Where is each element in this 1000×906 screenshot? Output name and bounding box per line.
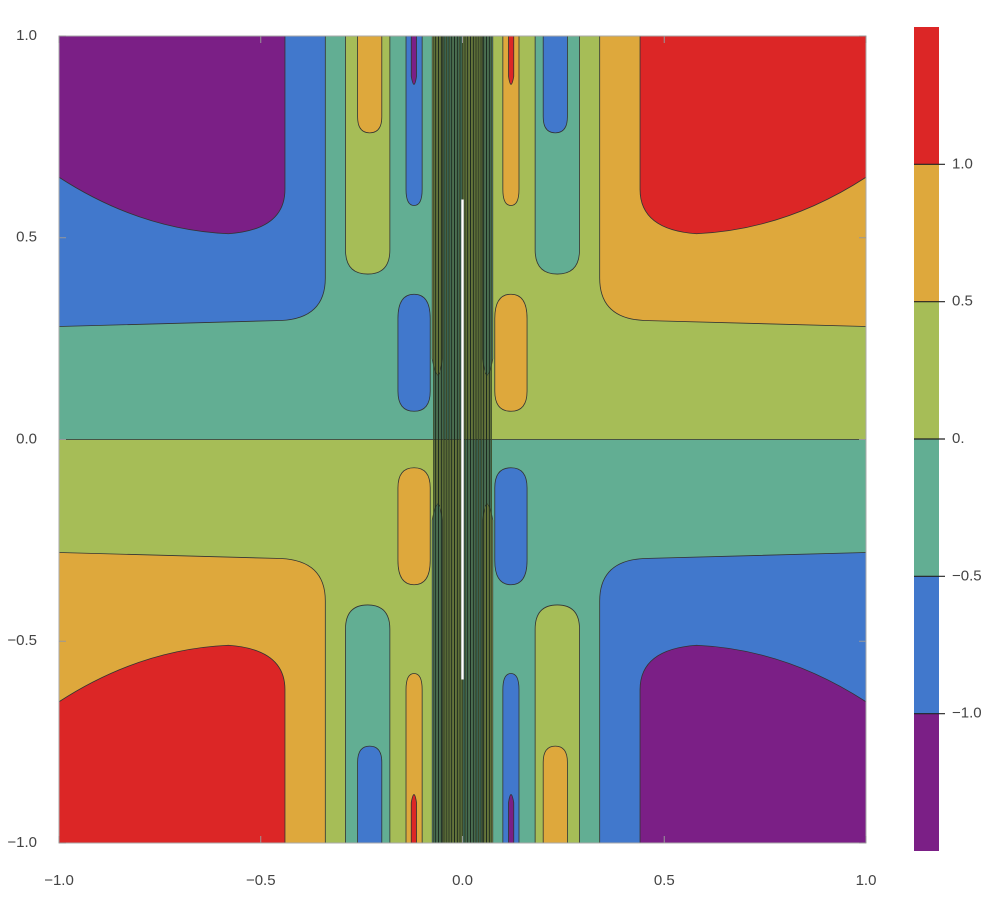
contour-line [432,504,442,843]
colorbar-tick-label: −0.5 [952,567,982,584]
contour-region [508,36,514,85]
quadrant [59,36,463,440]
x-tick-label: 0.0 [452,872,473,889]
colorbar-band [914,439,939,577]
contour-line [535,605,579,843]
contour-line [59,36,285,234]
colorbar-band [914,27,939,165]
contour-line [398,468,430,585]
contour-line [600,36,866,327]
contour-region [357,36,382,133]
contour-line [495,294,527,411]
contour-line [432,36,442,375]
contour-line [358,746,382,843]
colorbar-tick-label: 0. [952,430,965,447]
y-tick-label: −0.5 [7,632,37,649]
y-tick-label: 0.0 [16,430,37,447]
contour-region [502,673,519,843]
x-tick-label: 0.5 [654,872,675,889]
contour-line [398,294,430,411]
contour-line [543,746,567,843]
colorbar-tick-label: 0.5 [952,293,973,310]
contour-region [640,645,866,843]
contour-plot [59,36,866,843]
contour-line [483,504,493,843]
contour-line [495,468,527,585]
contour-line [483,36,493,375]
contour-line [411,36,416,84]
contour-line [543,36,567,133]
contour-region [508,794,514,843]
x-tick-label: 1.0 [856,872,877,889]
contour-region [494,294,528,412]
contour-line [411,795,416,843]
contour-line [503,36,519,205]
contour-line [406,674,422,843]
quadrant [59,440,463,843]
x-tick-label: −0.5 [246,872,276,889]
quadrant [463,36,866,440]
contour-region [411,36,417,85]
colorbar-tick-label: −1.0 [952,705,982,722]
contour-region [397,467,431,585]
contour-region [411,794,417,843]
contour-line [640,645,866,843]
contour-line [345,36,389,274]
contour-region [397,294,431,412]
colorbar-band [914,301,939,439]
contour-region [406,36,423,206]
contour-line [503,674,519,843]
contour-line [59,645,285,843]
contour-line [508,795,513,843]
contour-region [494,467,528,585]
colorbar-band [914,713,939,851]
colorbar-band [914,576,939,714]
contour-line [600,552,866,843]
colorbar-tick-label: 1.0 [952,155,973,172]
contour-region [502,36,519,206]
contour-region [543,746,568,843]
contour-line [345,605,389,843]
contour-region [406,673,423,843]
contour-region [543,36,568,133]
contour-line [358,36,382,133]
quadrant [463,440,866,843]
contour-line [59,36,325,327]
y-tick-label: 0.5 [16,229,37,246]
contour-line [640,36,866,234]
y-tick-label: −1.0 [7,834,37,851]
contour-line [535,36,579,274]
x-tick-label: −1.0 [44,872,74,889]
colorbar-band [914,164,939,302]
y-tick-label: 1.0 [16,27,37,44]
contour-line [406,36,422,205]
contour-region [357,746,382,843]
contour-region [59,36,285,234]
contour-line [508,36,513,84]
contour-line [59,552,325,843]
contour-region [59,645,285,843]
contour-region [640,36,866,234]
